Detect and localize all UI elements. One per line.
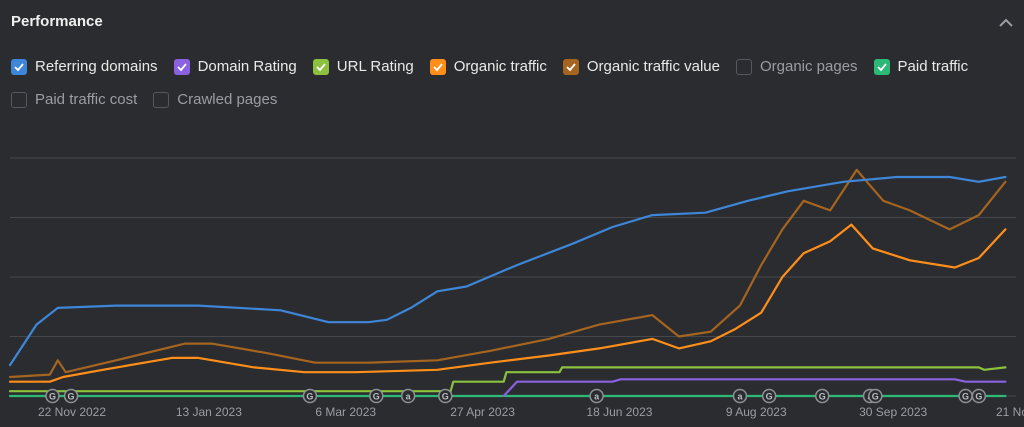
annotation-marker [761,388,777,404]
x-tick-label: 21 Nov 2023 [996,405,1024,419]
x-tick-label: 13 Jan 2023 [176,405,242,419]
annotation-marker [814,388,830,404]
annotation-label: G [819,392,826,402]
checkbox[interactable] [153,91,170,108]
annotation-marker [868,388,883,404]
annotation-label: a [737,392,743,402]
series-line-referring-domains [8,175,1007,367]
legend-label: Organic traffic [453,58,547,75]
legend-label: Organic pages [759,58,858,75]
annotation-marker [438,388,453,404]
annotation-label: G [68,392,75,402]
annotation-marker [369,388,384,404]
annotation-marker [589,388,604,404]
annotation-label: G [872,392,879,402]
performance-chart: 22 Nov 2022 13 Jan 2023 6 Mar 2023 27 Apr 2… [8,157,1024,419]
annotation-label: G [442,392,449,402]
legend-item-paid-traffic-cost[interactable]: Paid traffic cost [11,89,137,110]
x-tick-label: 30 Sep 2023 [859,405,927,419]
series-line-url-rating [8,366,1007,393]
annotation-marker [971,388,987,404]
annotation-label: a [406,392,412,402]
legend-item-organic-traffic[interactable]: Organic traffic [429,56,547,77]
legend-label: Organic traffic value [586,58,720,75]
series-line-domain-rating [502,378,1007,398]
annotation-marker [400,388,416,404]
x-tick-label: 27 Apr 2023 [450,405,515,419]
annotation-label: G [49,392,56,402]
x-tick-label: 9 Aug 2023 [726,405,787,419]
series-line-organic-traffic-value [8,168,1007,379]
panel-header: Performance [11,13,1014,35]
annotation-label: G [373,392,380,402]
checkbox[interactable] [735,58,752,75]
checkbox[interactable] [312,58,329,75]
annotation-label: G [766,392,773,402]
checkbox[interactable] [429,58,446,75]
checkbox[interactable] [11,91,27,108]
legend-label: Paid traffic cost [35,91,138,108]
legend-label: Crawled pages [177,91,278,108]
legend-item-crawled-pages[interactable]: Crawled pages [153,89,277,110]
panel-title: Performance [11,13,103,30]
legend-label: Referring domains [35,58,158,75]
annotation-marker [302,388,318,404]
x-tick-label: 18 Jun 2023 [586,405,652,419]
legend-item-domain-rating[interactable]: Domain Rating [173,56,297,77]
legend-item-organic-traffic-value[interactable]: Organic traffic value [562,56,720,77]
legend-item-referring-domains[interactable]: Referring domains [11,56,158,77]
annotation-label: G [306,392,313,402]
x-tick-label: 22 Nov 2022 [38,405,106,419]
legend-label: Paid traffic [897,58,969,75]
checkbox[interactable] [11,58,27,75]
annotation-label: a [594,392,600,402]
collapse-chevron-icon[interactable] [998,16,1014,28]
legend-label: Domain Rating [197,58,297,75]
checkbox[interactable] [562,58,579,75]
annotation-marker [732,388,748,404]
series-line-organic-traffic [8,223,1007,383]
annotation-label: G [975,392,982,402]
legend-item-url-rating[interactable]: URL Rating [312,56,414,77]
legend-label: URL Rating [336,58,414,75]
chart-legend: Referring domains Domain Rating URL Rating… [11,56,1016,110]
annotation-label: G [962,392,969,402]
annotation-marker [63,388,79,404]
legend-item-organic-pages[interactable]: Organic pages [735,56,858,77]
checkbox[interactable] [173,58,190,75]
checkbox[interactable] [873,58,890,75]
x-tick-label: 6 Mar 2023 [315,405,376,419]
legend-item-paid-traffic[interactable]: Paid traffic [873,56,969,77]
annotation-marker [45,388,60,404]
